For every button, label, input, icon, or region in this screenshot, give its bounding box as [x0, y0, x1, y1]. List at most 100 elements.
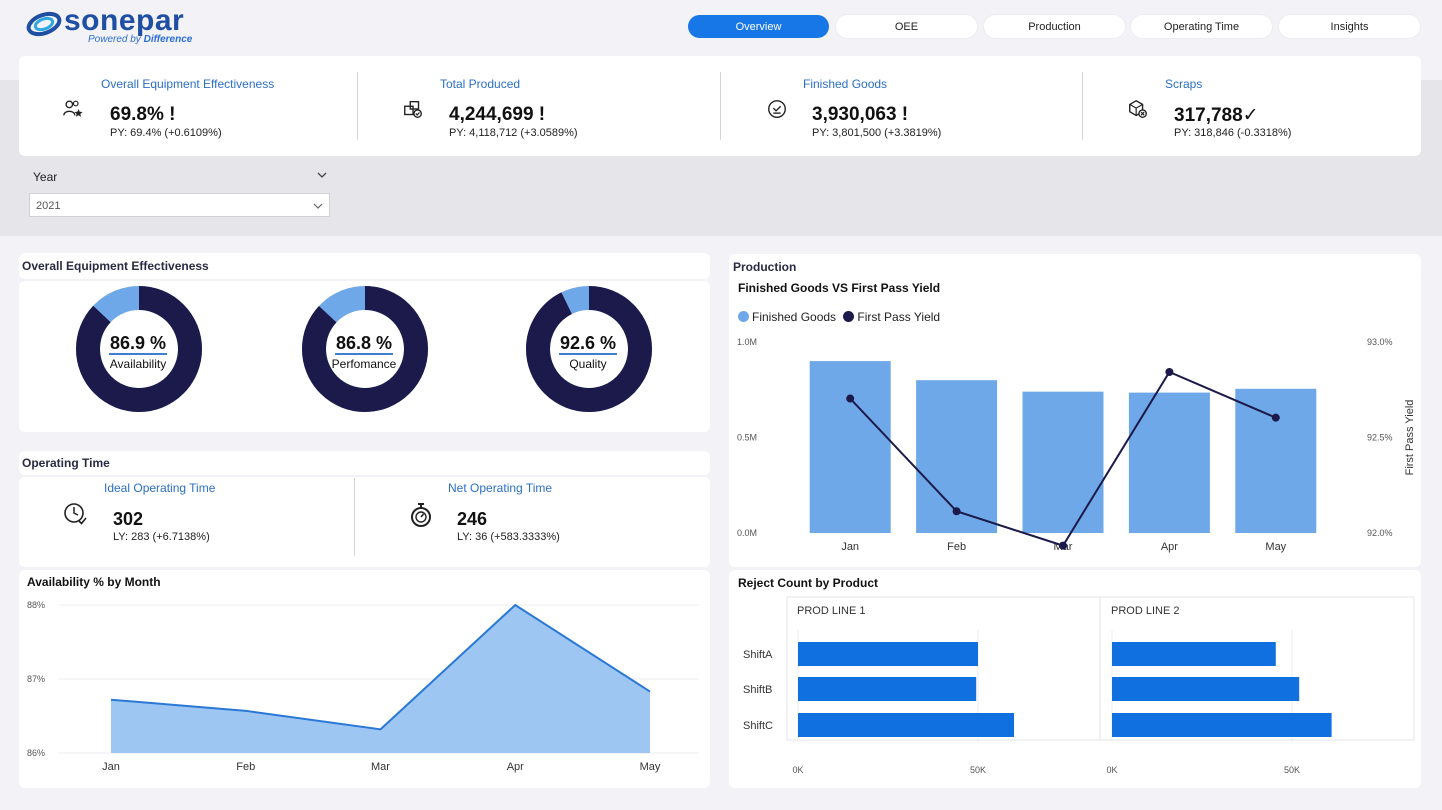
tab-production[interactable]: Production: [984, 15, 1125, 38]
bar-finished-goods: [1235, 388, 1317, 533]
net-operating-time-title: Net Operating Time: [448, 481, 553, 495]
x-tick-label: 0K: [1106, 765, 1117, 775]
kpi-scraps-sub: PY: 318,846 (-0.3318%): [1174, 127, 1292, 139]
donut-performance: [302, 286, 428, 412]
op-divider: [354, 478, 355, 556]
legend-dot-finished-goods: [738, 311, 749, 322]
sonepar-swirl-icon: [26, 11, 62, 37]
check-circle-icon: [768, 100, 786, 118]
reject-bar: [798, 642, 978, 666]
year-dropdown[interactable]: 2021: [29, 193, 330, 217]
bar-finished-goods: [809, 361, 891, 533]
finished-goods-fpy-chart: 0.0M 0.5M 1.0M 92.0% 92.5% 93.0% First Pass Yi…: [737, 337, 1416, 553]
year-slicer-title: Year: [33, 170, 58, 184]
production-chart-title: Finished Goods VS First Pass Yield: [738, 281, 941, 295]
x-tick-label: Feb: [947, 541, 966, 553]
tab-oee[interactable]: OEE: [836, 15, 977, 38]
donut-quality-label: Quality: [569, 357, 607, 371]
point-first-pass-yield: [1271, 413, 1280, 422]
point-first-pass-yield: [952, 507, 961, 516]
kpi-oee-title: Overall Equipment Effectiveness: [101, 77, 275, 91]
y-right-tick: 93.0%: [1367, 337, 1393, 347]
reject-panel-title: PROD LINE 1: [797, 605, 865, 617]
y-tick-label: 88%: [27, 600, 45, 610]
donut-availability-label: Availability: [109, 357, 167, 371]
legend-first-pass-yield: First Pass Yield: [857, 310, 941, 324]
brand-name: sonepar: [64, 4, 185, 37]
area-fill: [111, 605, 650, 753]
x-tick-label: May: [1265, 541, 1286, 553]
donut-quality-value: 92.6 %: [559, 333, 617, 353]
kpi-oee-value: 69.8% !: [110, 104, 176, 125]
operating-time-title: Operating Time: [22, 456, 110, 470]
tab-overview[interactable]: Overview: [688, 15, 829, 38]
operating-time-header: [19, 451, 710, 475]
kpi-divider: [720, 72, 721, 140]
point-first-pass-yield: [846, 394, 855, 403]
reject-chart-title: Reject Count by Product: [738, 576, 879, 590]
reject-panel-title: PROD LINE 2: [1111, 605, 1179, 617]
donut-underline: [335, 353, 393, 355]
reject-bar: [1112, 677, 1300, 701]
availability-chart-title: Availability % by Month: [27, 575, 161, 589]
y-left-tick: 0.5M: [737, 433, 757, 443]
y-left-tick: 1.0M: [737, 337, 757, 347]
reject-bar: [798, 713, 1014, 737]
reject-bar: [1112, 642, 1276, 666]
ideal-operating-time-title: Ideal Operating Time: [104, 481, 216, 495]
donut-availability: [76, 286, 202, 412]
bar-finished-goods: [1022, 391, 1104, 533]
boxes-icon: [404, 100, 422, 118]
donut-performance-value: 86.8 %: [335, 333, 393, 353]
y-category-label: ShiftA: [743, 649, 773, 661]
kpi-divider: [1082, 72, 1083, 140]
tab-insights[interactable]: Insights: [1279, 15, 1420, 38]
people-star-icon: [63, 100, 83, 117]
donut-arc: [302, 286, 428, 412]
y-left-tick: 0.0M: [737, 528, 757, 538]
production-legend: Finished Goods First Pass Yield: [738, 310, 940, 324]
y-right-axis-label: First Pass Yield: [1404, 400, 1416, 476]
x-tick-label: Mar: [371, 761, 390, 773]
legend-finished-goods: Finished Goods: [752, 310, 837, 324]
y-category-label: ShiftB: [743, 684, 772, 696]
clock-check-icon: [64, 503, 87, 525]
x-tick-label: 0K: [792, 765, 803, 775]
y-right-tick: 92.5%: [1367, 433, 1393, 443]
donut-arc: [526, 286, 652, 412]
oee-section-title: Overall Equipment Effectiveness: [22, 259, 209, 273]
reject-bar: [798, 677, 977, 701]
tab-operating-time[interactable]: Operating Time: [1131, 15, 1272, 38]
production-section-title: Production: [733, 260, 797, 274]
donut-underline: [559, 353, 617, 355]
x-tick-label: Jan: [841, 541, 859, 553]
kpi-scraps-value: 317,788✓: [1174, 105, 1259, 126]
sonepar-logo: sonepar Powered by Difference: [26, 4, 226, 48]
x-tick-label: 50K: [970, 765, 986, 775]
kpi-finished-goods-title: Finished Goods: [803, 77, 888, 91]
ideal-operating-time-sub: LY: 283 (+6.7138%): [113, 531, 210, 543]
brand-tagline: Powered by Difference: [88, 34, 193, 45]
kpi-total-produced-title: Total Produced: [440, 77, 521, 91]
point-first-pass-yield: [1165, 368, 1174, 376]
chevron-down-icon[interactable]: [316, 169, 328, 181]
donut-quality: [526, 286, 652, 412]
y-tick-label: 87%: [27, 674, 45, 684]
net-operating-time-value: 246: [457, 509, 488, 529]
ideal-operating-time-value: 302: [113, 509, 144, 529]
y-category-label: ShiftC: [743, 720, 773, 732]
x-tick-label: Jan: [102, 761, 120, 773]
stopwatch-icon: [411, 503, 431, 527]
donut-availability-value: 86.9 %: [109, 333, 167, 353]
box-x-icon: [1129, 99, 1147, 118]
x-tick-label: Apr: [1161, 541, 1178, 553]
bar-finished-goods: [1128, 392, 1210, 533]
point-first-pass-yield: [1059, 541, 1067, 550]
x-tick-label: 50K: [1284, 765, 1300, 775]
x-tick-label: May: [640, 761, 661, 773]
y-right-tick: 92.0%: [1367, 528, 1393, 538]
legend-dot-first-pass-yield: [843, 311, 855, 322]
donut-underline: [109, 353, 167, 355]
operating-time-card: [19, 477, 710, 567]
oee-header: [19, 253, 710, 279]
